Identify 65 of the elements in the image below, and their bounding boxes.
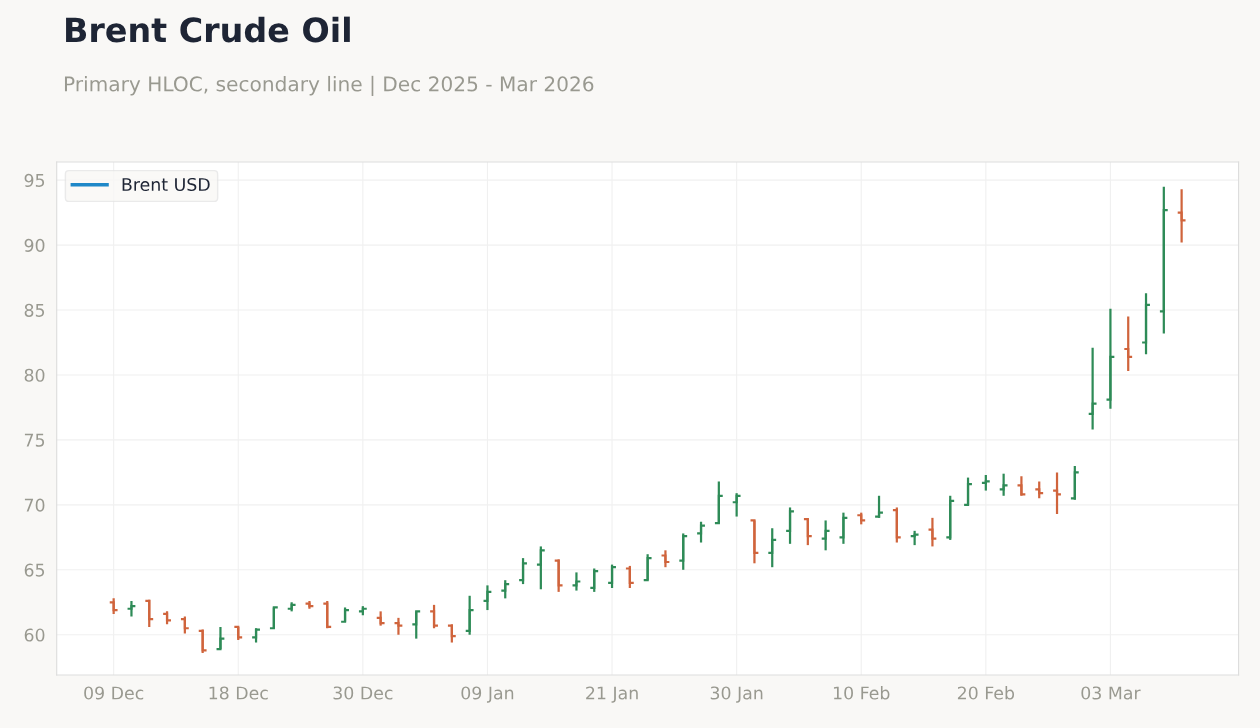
candlestick [696,520,707,544]
x-tick-label: 30 Dec [333,686,393,700]
candlestick [838,511,849,545]
candlestick [393,616,404,636]
candlestick [642,553,653,582]
candlestick [1087,346,1098,431]
candlestick [820,519,831,552]
chart-subtitle: Primary HLOC, secondary line | Dec 2025 - Mar 2026 [64,75,594,96]
candlestick [411,610,422,640]
chart-title: Brent Crude Oil [66,16,350,43]
candlestick [624,564,635,590]
candlestick [464,594,475,636]
candlestick [749,519,760,565]
x-tick-label: 10 Feb [833,686,890,700]
candlestick [215,625,226,651]
candlestick [1123,315,1134,373]
candlestick [713,480,724,525]
candlestick [945,494,956,542]
x-tick-label: 30 Jan [710,686,763,703]
candlestick [891,506,902,544]
candlestick [874,494,885,519]
candlestick [589,567,600,593]
candlestick [785,506,796,545]
x-tick-label: 21 Jan [586,686,638,703]
candlestick [429,603,440,630]
candlestick [535,545,546,591]
candlestick [767,527,778,569]
x-tick-label: 20 Feb [957,686,1015,700]
candlestick [802,518,813,547]
candlestick [268,606,279,630]
candlestick [678,532,689,571]
candlestick [1176,188,1187,244]
candlestick [1016,475,1027,497]
y-tick-label: 75 [24,433,45,447]
candlestick [927,516,938,548]
candlestick [963,476,974,506]
candlestick [482,584,493,612]
y-tick-label: 60 [24,628,45,642]
y-tick-label: 90 [24,238,45,252]
candlestick [518,557,529,586]
candlestick [1105,307,1116,410]
candlestick [1141,292,1152,356]
y-tick-label: 95 [24,173,45,188]
candlestick [144,598,155,629]
y-tick-label: 85 [24,303,45,317]
x-tick-label: 18 Dec [209,686,268,700]
candlestick [1052,471,1063,516]
candlestick [500,579,511,600]
candlestick [571,571,582,592]
y-tick-label: 65 [24,563,45,577]
candlestick [126,599,137,618]
candlestick [1069,464,1080,501]
x-tick-label: 09 Dec [84,686,144,700]
candlestick [446,623,457,644]
x-tick-label: 09 Jan [461,686,514,703]
x-tick-label: 03 Mar [1081,686,1141,700]
y-tick-label: 80 [24,368,45,382]
legend-label: Brent USD [122,177,210,192]
candlestick [553,558,564,593]
candlestick [998,472,1009,497]
y-tick-label: 70 [24,498,45,512]
candlestick [1158,185,1169,335]
candlestick [197,628,208,655]
candlestick [607,563,618,590]
candlestick [322,599,333,630]
